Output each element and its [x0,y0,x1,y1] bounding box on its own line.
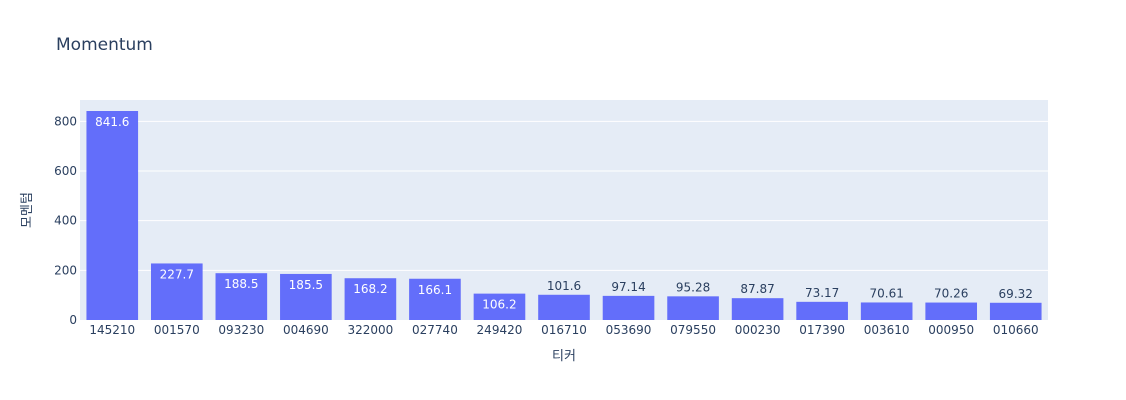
bar-value-label: 87.87 [740,282,774,296]
bars [86,111,1042,320]
bar [796,301,848,320]
bar-value-labels: 841.6 227.7 188.5 185.5 168.2 166.1 106.2 101.6… [95,115,1033,312]
x-tick-label: 016710 [541,323,587,337]
x-tick-label: 017390 [799,323,845,337]
x-tick-label: 093230 [218,323,264,337]
x-tick-label: 001570 [154,323,200,337]
y-tick-label: 0 [69,313,77,327]
bar [150,263,203,320]
bar [731,298,784,320]
bar [860,302,913,320]
bar [344,278,397,320]
x-tick-label: 000950 [928,323,974,337]
x-tick-label: 079550 [670,323,716,337]
x-tick-label: 010660 [993,323,1039,337]
y-tick-label: 400 [54,214,77,228]
x-tick-label: 053690 [606,323,652,337]
bar-value-label: 70.26 [934,287,968,301]
bar-value-label: 227.7 [160,267,194,281]
bar-value-label: 106.2 [482,298,516,312]
bar-value-label: 70.61 [869,286,903,300]
y-tick-label: 600 [54,164,77,178]
x-tick-label: 003610 [864,323,910,337]
bar [667,296,719,320]
bar-value-label: 101.6 [547,279,581,293]
bar-value-label: 166.1 [418,283,452,297]
x-tick-label: 145210 [89,323,135,337]
bar [409,278,461,320]
bar-value-label: 841.6 [95,115,129,129]
x-tick-label: 004690 [283,323,329,337]
bar [602,295,655,320]
x-tick-label: 322000 [347,323,393,337]
x-tick-label: 000230 [735,323,781,337]
bar [86,111,139,320]
chart-title: Momentum [56,35,153,55]
y-tick-label: 200 [54,263,77,277]
bar [473,293,526,320]
x-tick-label: 249420 [477,323,523,337]
y-tick-label: 800 [54,114,77,128]
bar [925,302,978,320]
y-axis-title: 모멘텀 [20,192,35,228]
grid-lines [80,120,1048,271]
x-axis-title: 티커 [552,349,576,364]
bar [215,273,268,320]
bar-value-label: 73.17 [805,286,839,300]
bar-value-label: 95.28 [676,280,710,294]
bar [538,294,590,320]
bar [989,302,1042,320]
x-tick-label: 027740 [412,323,458,337]
bar-value-label: 185.5 [289,278,323,292]
bar-value-label: 97.14 [611,280,645,294]
bar-value-label: 188.5 [224,277,258,291]
bar [280,273,332,320]
y-axis-ticks: 0 200 400 600 800 [54,114,77,327]
bar-value-label: 168.2 [353,282,387,296]
bar-value-label: 69.32 [999,287,1033,301]
x-axis-ticks: 145210 001570 093230 004690 322000 027740 2494… [89,323,1038,337]
